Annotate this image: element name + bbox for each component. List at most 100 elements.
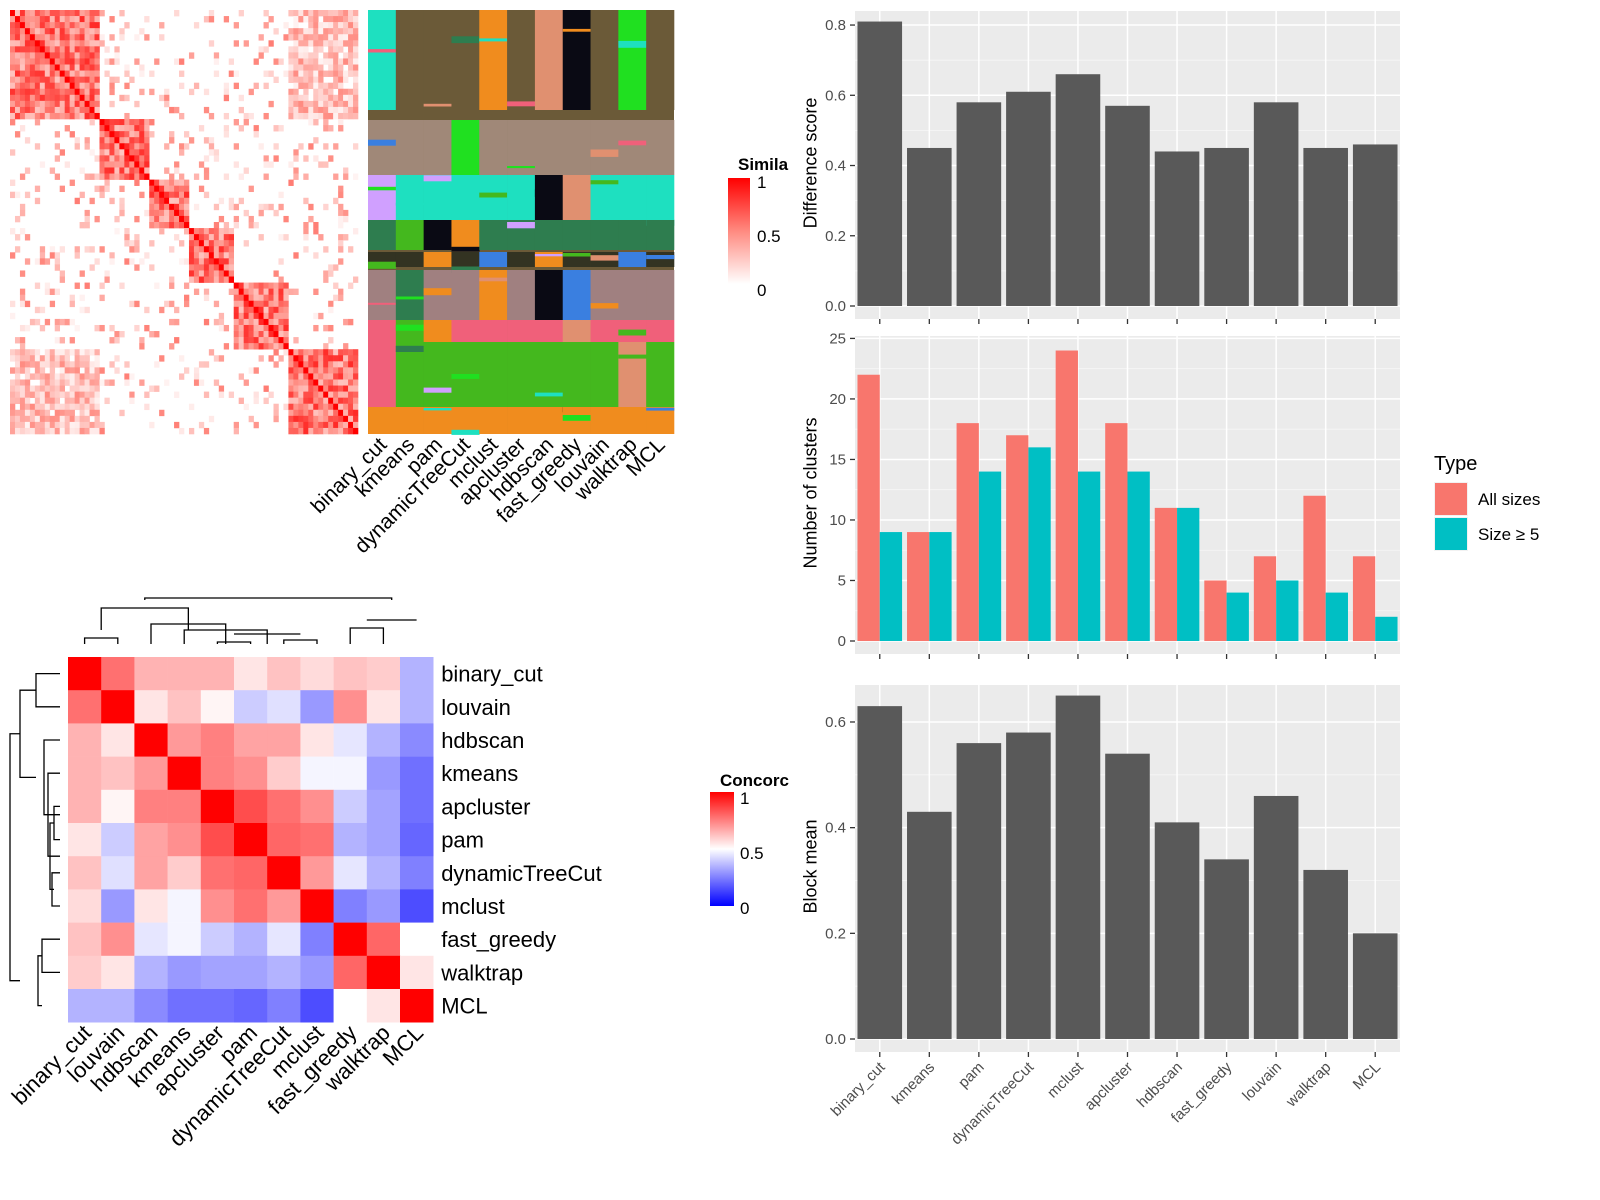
similarity-cell — [288, 427, 294, 435]
similarity-cell — [313, 222, 319, 229]
similarity-cell — [129, 149, 135, 156]
similarity-cell — [213, 240, 220, 247]
similarity-cell — [323, 125, 329, 132]
similarity-cell — [293, 82, 299, 90]
similarity-cell — [338, 125, 344, 132]
concordance-cell — [68, 823, 102, 857]
similarity-cell — [343, 403, 349, 411]
similarity-cell — [14, 22, 21, 29]
similarity-cell — [64, 10, 70, 17]
similarity-cell — [144, 306, 150, 314]
similarity-cell — [328, 28, 334, 35]
similarity-cell — [328, 361, 334, 368]
similarity-cell — [49, 94, 56, 102]
similarity-cell — [308, 28, 314, 35]
similarity-cell — [74, 397, 80, 405]
similarity-cell — [203, 391, 210, 398]
membership-segment — [590, 180, 619, 185]
concordance-cell — [333, 989, 368, 1023]
similarity-cell — [313, 312, 319, 320]
membership-segment — [395, 320, 424, 342]
similarity-cell — [169, 106, 175, 114]
similarity-cell — [59, 373, 65, 380]
similarity-cell — [94, 155, 100, 162]
similarity-cell — [318, 427, 324, 435]
similarity-cell — [213, 252, 220, 259]
similarity-cell — [149, 185, 155, 193]
similarity-cell — [19, 300, 26, 308]
similarity-cell — [44, 318, 51, 326]
similarity-cell — [164, 379, 170, 386]
similarity-cell — [213, 155, 220, 162]
similarity-cell — [208, 16, 215, 23]
similarity-cell — [288, 409, 294, 417]
membership-segment — [368, 302, 397, 305]
concordance-cell — [68, 690, 102, 724]
similarity-cell — [19, 112, 26, 120]
similarity-cell — [14, 367, 21, 374]
similarity-cell — [114, 355, 120, 362]
concordance-cell — [101, 756, 135, 791]
similarity-cell — [323, 119, 329, 126]
similarity-cell — [10, 58, 16, 65]
similarity-cell — [218, 258, 225, 265]
bar — [1154, 507, 1178, 641]
concordance-cell — [101, 989, 135, 1023]
similarity-cell — [69, 22, 75, 29]
column-dendrogram-branch — [216, 641, 252, 644]
similarity-cell — [74, 28, 80, 35]
similarity-cell — [308, 409, 314, 417]
similarity-cell — [104, 46, 110, 53]
similarity-cell — [89, 40, 95, 47]
similarity-cell — [54, 64, 61, 71]
concordance-cell — [267, 922, 301, 957]
similarity-cell — [303, 16, 309, 23]
similarity-cell — [188, 427, 195, 435]
similarity-cell — [333, 70, 339, 77]
similarity-cell — [203, 191, 210, 199]
similarity-cell — [14, 76, 21, 83]
similarity-cell — [273, 318, 279, 326]
similarity-cell — [308, 10, 314, 17]
similarity-cell — [139, 343, 145, 350]
similarity-cell — [74, 70, 80, 77]
similarity-cell — [44, 397, 51, 405]
similarity-cell — [273, 337, 279, 344]
similarity-cell — [193, 173, 200, 180]
similarity-cell — [193, 264, 200, 271]
similarity-cell — [19, 427, 26, 435]
similarity-cell — [174, 318, 180, 326]
similarity-cell — [54, 324, 61, 332]
concordance-cell — [300, 856, 334, 890]
similarity-cell — [149, 119, 155, 126]
membership-segment — [479, 120, 508, 175]
concordance-cell — [300, 756, 334, 791]
similarity-cell — [348, 100, 354, 108]
similarity-cell — [278, 276, 284, 283]
similarity-cell — [303, 106, 309, 114]
similarity-cell — [353, 94, 359, 102]
membership-segment — [507, 342, 536, 407]
similarity-cell — [10, 179, 16, 186]
concordance-cell — [134, 756, 168, 791]
similarity-cell — [213, 228, 220, 235]
similarity-cell — [179, 82, 185, 90]
similarity-cell — [44, 106, 51, 114]
similarity-cell — [313, 415, 319, 423]
similarity-cell — [39, 58, 46, 65]
similarity-cell — [19, 125, 26, 132]
similarity-cell — [104, 137, 110, 144]
similarity-cell — [10, 10, 16, 17]
similarity-cell — [89, 106, 95, 114]
concordance-cell — [68, 856, 102, 890]
similarity-cell — [273, 300, 279, 308]
similarity-cell — [124, 228, 130, 235]
bar — [929, 532, 952, 641]
similarity-cell — [283, 318, 289, 326]
similarity-cell — [64, 100, 70, 108]
bar — [1105, 423, 1128, 641]
similarity-cell — [253, 294, 259, 302]
concordance-cell — [68, 789, 102, 824]
similarity-cell — [298, 52, 304, 59]
similarity-cell — [159, 179, 165, 186]
